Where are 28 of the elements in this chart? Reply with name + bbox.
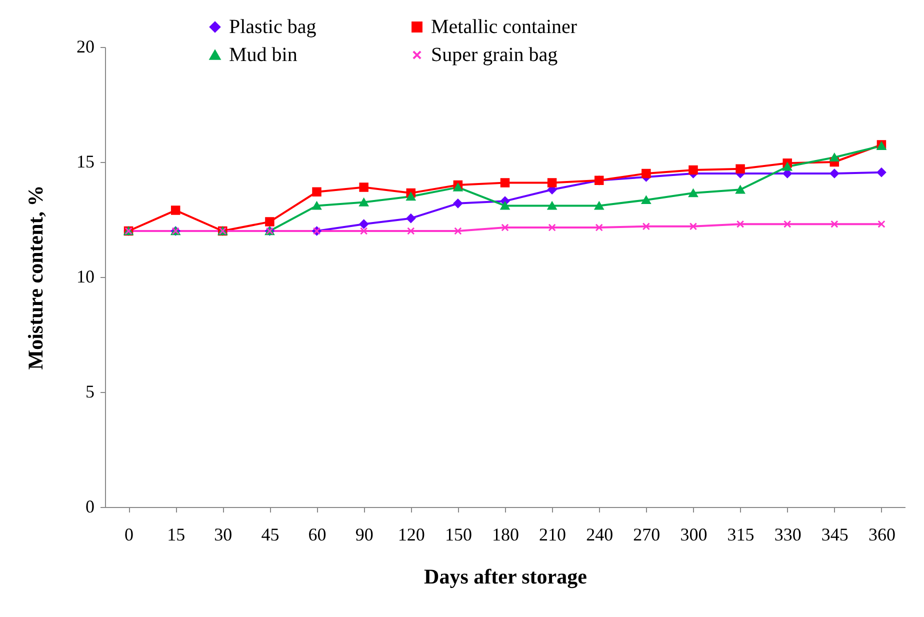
x-tick-label: 120	[398, 524, 425, 544]
legend-label: Super grain bag	[431, 44, 558, 66]
x-tick-label: 30	[214, 524, 232, 544]
x-tick-label: 315	[727, 524, 754, 544]
x-tick-label: 60	[308, 524, 326, 544]
x-tick-label: 0	[124, 524, 134, 544]
x-tick-label: 360	[868, 524, 896, 544]
x-tick-label: 240	[586, 524, 614, 544]
x-tick-label: 90	[355, 524, 374, 544]
y-tick-label: 0	[86, 496, 94, 516]
x-tick-label: 180	[492, 524, 519, 544]
y-tick-label: 15	[76, 152, 94, 172]
x-tick-label: 270	[633, 524, 660, 544]
legend-label: Plastic bag	[229, 16, 316, 38]
x-tick-label: 45	[261, 524, 280, 544]
x-tick-label: 15	[167, 524, 186, 544]
legend-label: Metallic container	[431, 16, 578, 38]
y-tick-label: 10	[76, 266, 94, 286]
x-tick-label: 210	[539, 524, 566, 544]
x-tick-label: 300	[680, 524, 708, 544]
legend-label: Mud bin	[229, 44, 298, 66]
y-tick-label: 5	[86, 382, 94, 402]
x-tick-label: 345	[821, 524, 848, 544]
x-axis-title: Days after storage	[424, 564, 587, 588]
y-tick-label: 20	[76, 36, 94, 56]
x-tick-label: 150	[444, 524, 472, 544]
y-axis-title: Moisture content, %	[24, 185, 48, 370]
x-tick-label: 330	[774, 524, 802, 544]
